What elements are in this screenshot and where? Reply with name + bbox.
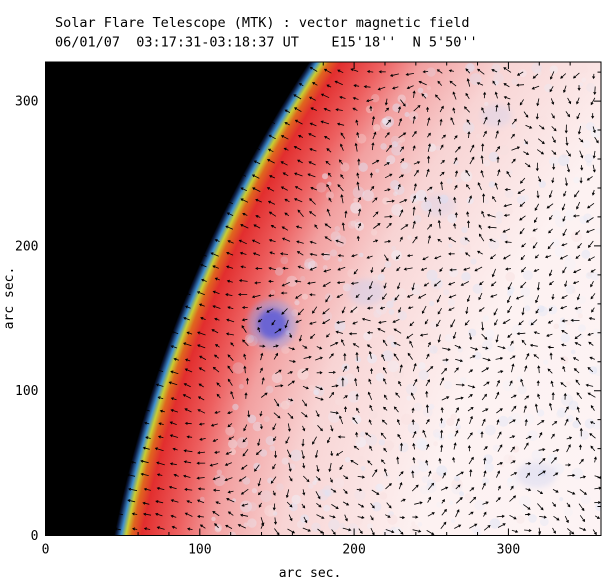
faint-blue-patch-3 [480,103,512,128]
faint-blue-patch-1 [347,279,385,306]
x-tick-label: 100 [188,543,211,558]
y-axis-label: arc sec. [2,267,17,330]
x-tick-label: 0 [42,543,50,558]
x-tick-label: 300 [497,543,520,558]
axes: 0 100 200 300 0 100 200 300 [15,61,602,558]
y-tick-label: 200 [15,239,38,254]
y-tick-label: 100 [15,384,38,399]
plot-background [45,62,601,536]
faint-blue-patch-2 [516,461,557,488]
vector-field-arrows [114,66,601,536]
chart-title: Solar Flare Telescope (MTK) : vector mag… [55,15,470,31]
chart-subtitle: 06/01/07 03:17:31-03:18:37 UT E15'18'' N… [55,35,478,51]
y-tick-label: 300 [15,95,38,110]
y-tick-label: 0 [31,529,39,544]
vector-arrows-path [114,66,601,536]
x-tick-label: 200 [342,543,365,558]
x-axis-label: arc sec. [279,566,342,581]
tick-marks [45,62,601,536]
